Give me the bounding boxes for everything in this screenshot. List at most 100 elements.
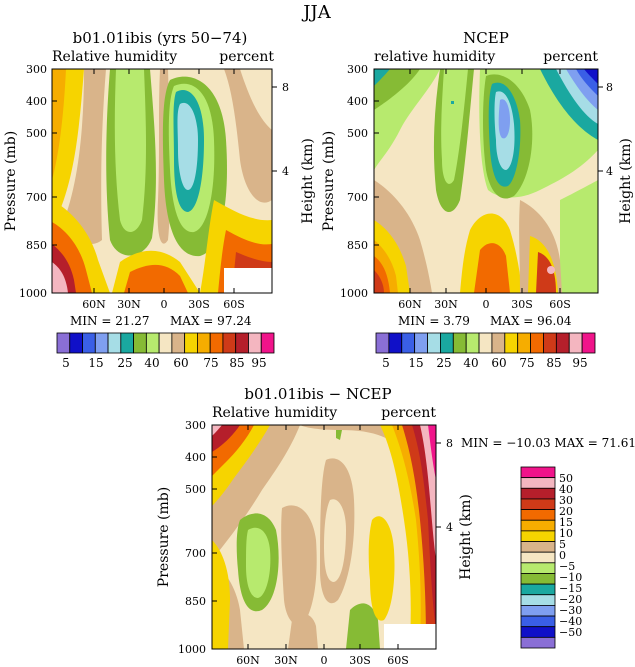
y2-tick-label: 4: [282, 165, 289, 178]
min-label: MIN = 21.27: [70, 314, 150, 328]
colorbar-swatch: [520, 487, 556, 500]
minmax-label: MIN = −10.03 MAX = 71.61: [461, 436, 635, 450]
colorbar-swatch: [520, 477, 556, 489]
diff-colorbar-labels: 50 40 30 20 15 10 5 0 −5 −10 −15 −20 −30…: [559, 472, 582, 639]
contour-band-90: [374, 270, 384, 293]
colorbar-swatch: [520, 594, 556, 606]
colorbar-swatch: [520, 573, 556, 585]
x-tick-label: 30N: [117, 298, 141, 311]
colorbar-swatch: [171, 332, 186, 354]
colorbar-swatch: [82, 332, 96, 354]
units-label: percent: [219, 49, 274, 65]
contour-band-10to15: [368, 516, 395, 621]
colorbar-label: −5: [559, 560, 575, 573]
contour-band-95: [52, 262, 68, 293]
colorbar-label: 95: [572, 356, 587, 370]
axis-ticks: [374, 69, 603, 293]
y2-tick-label: 8: [446, 437, 453, 450]
contour-band-30to40: [212, 425, 240, 452]
contour-field: [212, 425, 436, 649]
y-tick-label: 850: [185, 595, 206, 608]
contour-band-minus5: [246, 527, 271, 598]
x-tick-label: 30S: [511, 298, 533, 311]
colorbar-swatch: [520, 605, 556, 617]
y2-tick-labels: 8 4: [446, 437, 453, 534]
panel-ncep: NCEP relative humidity percent: [321, 29, 634, 328]
y-tick-label: 500: [26, 127, 47, 140]
colorbar-swatch: [520, 583, 556, 596]
panel-title: b01.01ibis − NCEP: [244, 385, 391, 403]
contour-band-30: [374, 69, 390, 86]
panel-difference: b01.01ibis − NCEP Relative humidity perc…: [156, 385, 635, 667]
axis-ticks: [212, 425, 441, 649]
colorbar-swatch: [520, 466, 556, 479]
colorbar-swatch: [388, 332, 403, 354]
colorbar-swatch: [520, 530, 556, 542]
x-tick-labels: 60N 30N 0 30S 60S: [236, 654, 409, 667]
colorbar-label: 15: [408, 356, 423, 370]
x-tick-label: 30S: [349, 654, 371, 667]
y-tick-label: 400: [26, 95, 47, 108]
colorbar-swatch: [107, 332, 122, 354]
colorbar-swatch: [222, 332, 237, 354]
colorbar-swatch: [465, 332, 480, 354]
colorbar-label: 40: [559, 483, 573, 496]
x-tick-label: 0: [161, 298, 168, 311]
colorbar-swatch: [158, 332, 173, 354]
max-label: MAX = 96.04: [490, 314, 572, 328]
colorbar-swatch: [520, 541, 556, 553]
y2-tick-label: 8: [606, 81, 613, 94]
colorbar-label: 85: [546, 356, 561, 370]
colorbar-label: 5: [559, 538, 566, 551]
x-tick-label: 60S: [223, 298, 245, 311]
x-tick-label: 60N: [398, 298, 422, 311]
x-tick-labels: 60N 30N 0 30S 60S: [82, 298, 245, 311]
missing-data-region: [384, 624, 436, 649]
colorbar-swatch: [543, 332, 557, 354]
y-tick-label: 300: [26, 63, 47, 76]
colorbar-label: −15: [559, 582, 582, 595]
y-tick-label: 500: [185, 483, 206, 496]
contour-band-40to50: [212, 425, 222, 436]
y-axis-label: Pressure (mb): [3, 131, 19, 231]
colorbar-label: 75: [203, 356, 218, 370]
colorbar-swatch: [520, 562, 556, 574]
colorbar-swatch: [56, 332, 71, 354]
plot-frame: [51, 68, 273, 294]
colorbar-label: −50: [559, 626, 582, 639]
contour-band-5to10: [281, 505, 317, 625]
panel-title: b01.01ibis (yrs 50−74): [73, 29, 248, 47]
x-tick-label: 30N: [434, 298, 458, 311]
colorbar-label: 30: [559, 494, 573, 507]
colorbar-labels: 5 15 25 40 60 75 85 95 5 15 25 40 60 75 …: [62, 356, 587, 370]
colorbar-swatch: [248, 332, 262, 354]
contour-band-40: [374, 69, 420, 110]
y-tick-label: 400: [347, 95, 368, 108]
y-tick-label: 400: [185, 451, 206, 464]
x-tick-label: 30S: [188, 298, 210, 311]
variable-label: relative humidity: [374, 49, 495, 65]
colorbar-swatch: [375, 332, 390, 354]
colorbar-label: 0: [559, 549, 566, 562]
colorbar-swatch: [235, 332, 249, 354]
y-tick-label: 300: [185, 419, 206, 432]
colorbar-label: 15: [559, 516, 573, 529]
x-tick-label: 60S: [549, 298, 571, 311]
x-tick-label: 0: [483, 298, 490, 311]
colorbar-label: 60: [491, 356, 506, 370]
x-tick-label: 60N: [82, 298, 106, 311]
y2-axis-label: Height (km): [618, 138, 634, 224]
contour-band-60: [240, 69, 272, 130]
colorbar-swatch: [440, 332, 454, 354]
y2-tick-label: 4: [446, 521, 453, 534]
colorbar-label: −20: [559, 593, 582, 606]
y2-tick-label: 4: [606, 165, 613, 178]
colorbar-swatch: [520, 519, 556, 532]
colorbar-label: 5: [62, 356, 70, 370]
y-tick-label: 300: [347, 63, 368, 76]
y2-tick-labels: 8 4: [606, 81, 613, 178]
colorbar-swatch: [69, 332, 83, 354]
x-tick-label: 60S: [387, 654, 409, 667]
colorbar-swatch: [520, 509, 556, 521]
